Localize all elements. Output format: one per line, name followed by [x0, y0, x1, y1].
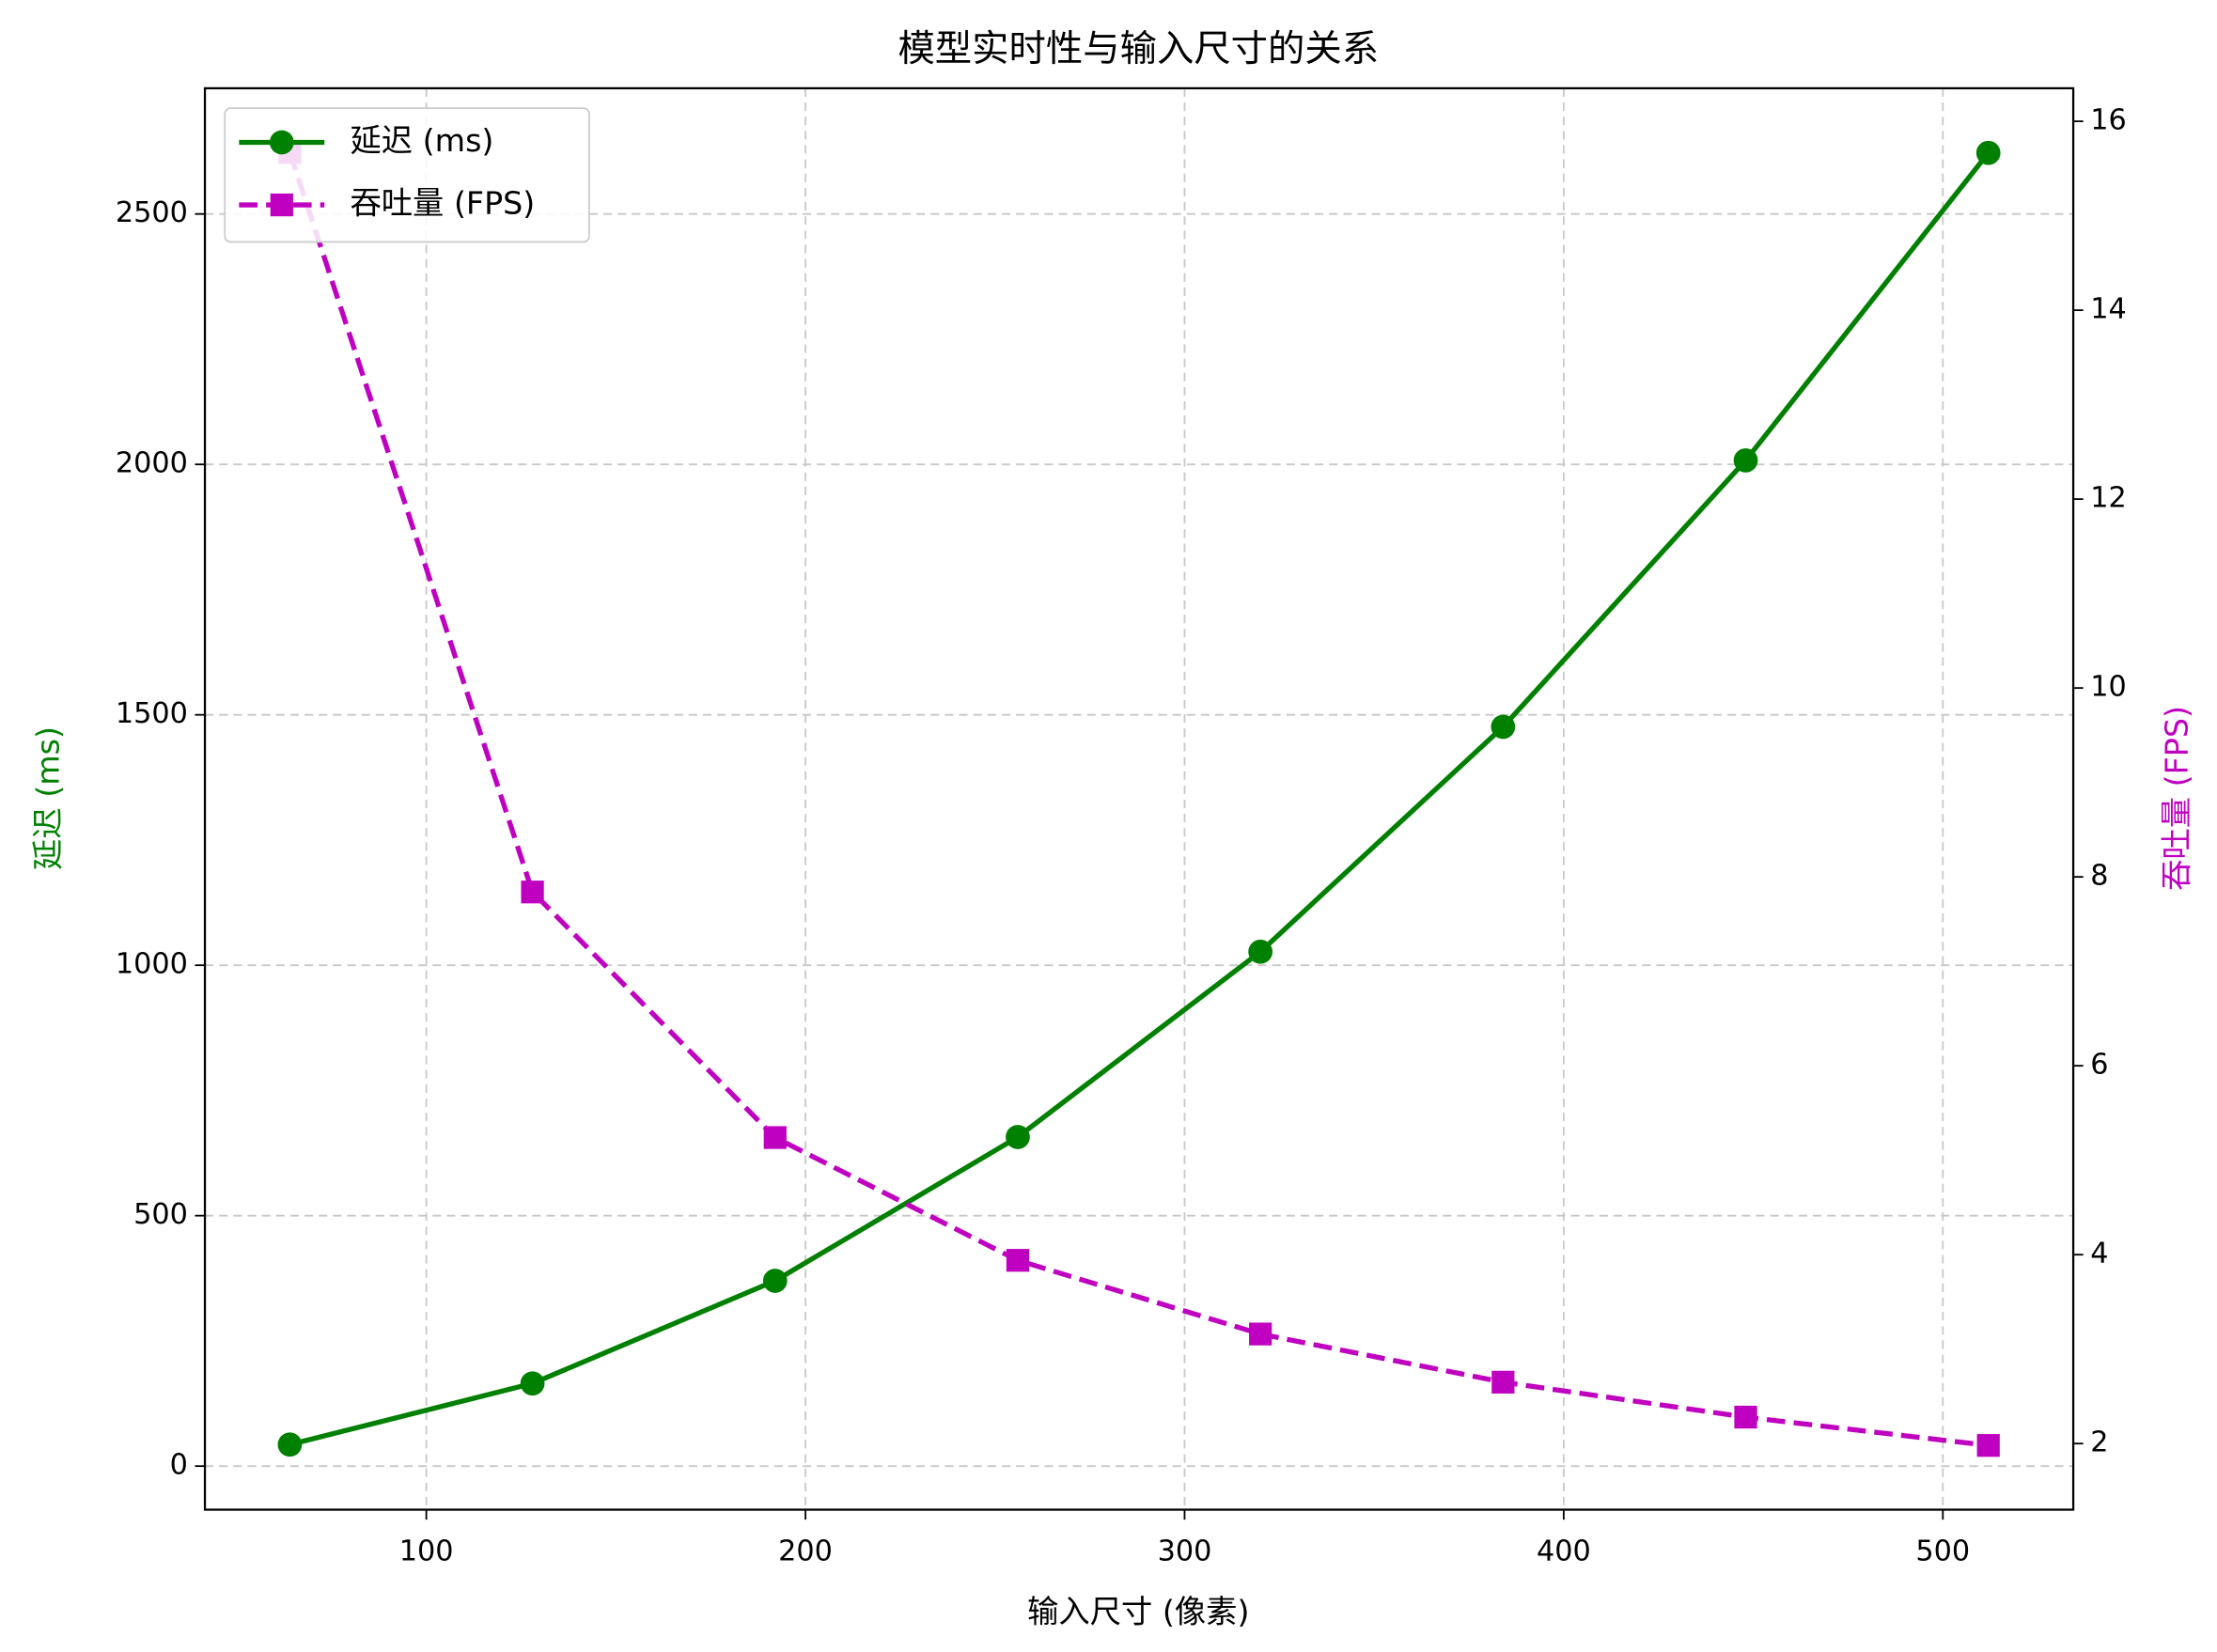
legend-marker	[269, 130, 294, 155]
chart-title: 模型实时性与输入尺寸的关系	[898, 27, 1379, 70]
y-tick-label: 1500	[116, 697, 188, 730]
data-point	[1006, 1249, 1030, 1272]
y2-tick-label: 6	[2090, 1049, 2108, 1082]
data-point	[1733, 448, 1758, 473]
legend-marker	[270, 193, 293, 217]
data-point	[1248, 939, 1273, 964]
y-axis-label: 延迟 (ms)	[29, 726, 66, 870]
data-point	[521, 881, 544, 904]
x-axis-label: 输入尺寸 (像素)	[1027, 1594, 1249, 1630]
data-point	[1491, 714, 1516, 740]
x-tick-label: 300	[1158, 1535, 1212, 1567]
y-tick-label: 1000	[116, 948, 188, 981]
x-tick-label: 200	[778, 1535, 833, 1567]
series-line	[287, 151, 1990, 1448]
data-point	[1734, 1405, 1757, 1429]
y2-tick-label: 2	[2090, 1426, 2108, 1459]
data-point	[763, 1126, 787, 1149]
data-point	[1976, 1434, 2000, 1457]
y2-tick-label: 4	[2090, 1238, 2108, 1270]
data-point	[762, 1269, 788, 1293]
x-tick-label: 500	[1915, 1535, 1970, 1567]
plot-frame	[203, 86, 2075, 1511]
data-point	[1491, 1370, 1515, 1394]
y2-tick-label: 12	[2090, 482, 2127, 515]
y2-tick-label: 10	[2090, 671, 2127, 704]
data-point	[1975, 140, 2001, 165]
data-point	[1249, 1322, 1272, 1346]
y2-tick-label: 8	[2090, 860, 2108, 893]
legend-label: 延迟 (ms)	[350, 122, 493, 159]
series-line	[289, 151, 1991, 1447]
y-tick-label: 2500	[116, 196, 188, 229]
legend-label: 吞吐量 (FPS)	[350, 185, 535, 222]
y-tick-label: 2000	[116, 447, 188, 480]
y-tick-label: 0	[170, 1449, 188, 1482]
data-point	[1006, 1125, 1030, 1149]
data-point	[520, 1371, 545, 1396]
y-tick-label: 500	[133, 1198, 188, 1231]
y2-axis-label: 吞吐量 (FPS)	[2159, 706, 2195, 891]
y2-tick-label: 14	[2090, 293, 2127, 326]
x-tick-label: 400	[1537, 1535, 1591, 1567]
data-point	[277, 1432, 303, 1457]
x-tick-label: 100	[399, 1535, 454, 1567]
y2-tick-label: 16	[2090, 104, 2127, 137]
